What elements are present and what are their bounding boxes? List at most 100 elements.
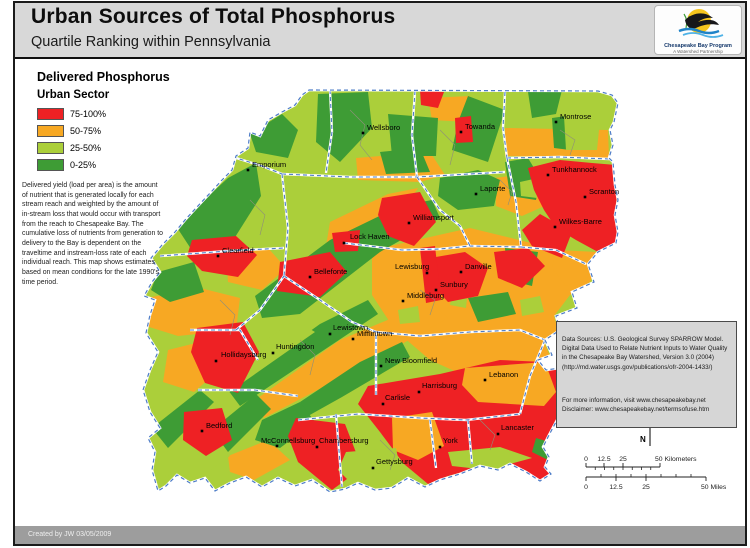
map-region-patch [520,296,544,316]
city-marker [401,299,405,303]
county-boundary-line [281,171,506,178]
map-region-patch [494,248,545,288]
map-region-patch [252,302,448,418]
scalebar-label: 12.5 [597,456,610,463]
wave-icon [678,27,720,35]
map-region-patch [420,90,444,108]
city-label: Wilkes-Barre [559,217,602,226]
city-label: Williamsport [413,213,455,222]
city-marker [474,192,478,196]
watershed-outline [142,89,619,493]
stream-line [479,419,496,451]
county-boundary-line [502,91,508,159]
city-label: Lewistown [333,323,368,332]
map-region-patch [300,342,410,416]
map-region-patch [176,163,261,252]
map-region-patch [151,262,204,302]
city-marker [407,221,411,225]
page-title: Urban Sources of Total Phosphorus [31,5,396,28]
city-marker [342,241,346,245]
county-boundary-line [190,329,259,361]
legend-swatch-q3 [37,124,64,137]
city-marker [583,195,587,199]
city-label: Tunkhannock [552,165,597,174]
map-region-patch [187,236,257,277]
city-marker [200,429,204,433]
city-marker [315,445,319,449]
county-boundary-line [232,156,283,175]
map-region-patch [452,96,505,162]
city-label: Mifflintown [357,329,392,338]
county-boundary-line [467,419,473,465]
map-region-patch [528,160,618,252]
city-label: Bedford [206,421,232,430]
map-region-patch [332,230,360,252]
legend-swatch-q2 [37,141,64,154]
county-boundary-line [506,156,610,160]
logo-art-icon [678,9,724,38]
city-label: Hollidaysburg [221,350,266,359]
stream-line [439,129,456,166]
legend-label: 75-100% [70,108,107,119]
scalebar-label: 25 [642,484,650,491]
map-region-patch [277,252,347,297]
city-label: Danville [465,262,492,271]
city-marker [351,337,355,341]
county-boundary-line [335,413,343,488]
wave2-icon [682,32,724,38]
city-marker [459,270,463,274]
city-label: Lewisburg [395,262,429,271]
page-subtitle: Quartile Ranking within Pennsylvania [31,34,271,50]
legend-row: 0-25% [37,156,170,173]
city-marker [379,364,383,368]
spacer [562,381,731,387]
county-boundary-line [198,389,299,397]
scalebar-label: 12.5 [609,484,622,491]
city-label: York [443,436,458,445]
scalebar-label: 50 Kilometers [655,456,697,463]
city-label: Lancaster [501,423,534,432]
map-region-patch [448,447,532,470]
city-marker [246,168,250,172]
city-label: Chambersburg [319,436,369,445]
map-region-patch [438,170,500,210]
city-marker [214,359,218,363]
county-boundary-line [416,176,471,247]
map-region-patch [398,306,420,324]
city-marker [308,275,312,279]
city-label: Harrisburg [422,381,457,390]
legend-label: 0-25% [70,159,97,170]
stream-line [559,129,576,156]
map-region-patch [228,300,378,406]
county-boundary-line [235,275,285,331]
data-sources-text: Data Sources: U.S. Geological Survey SPA… [562,336,728,371]
county-boundary-line [429,419,437,469]
city-label: Montrose [560,112,591,121]
county-boundary-line [375,329,546,341]
more-info-text: For more information, visit www.chesapea… [562,396,710,413]
city-marker [361,131,365,135]
stream-line [349,109,373,161]
city-label: Scranton [589,187,619,196]
scalebar-label: 0 [584,484,588,491]
legend-subtitle: Urban Sector [37,89,110,101]
footer-bar: Created by JW 03/05/2009 [15,526,745,544]
legend-title: Delivered Phosphorus [37,70,170,84]
city-label: Emporium [252,160,286,169]
city-marker [275,444,279,448]
map-region-patch [191,322,259,393]
city-label: Middleburg [407,291,444,300]
city-marker [546,173,550,177]
city-label: Huntingdon [276,342,314,351]
legend-row: 25-50% [37,139,170,156]
city-marker [483,378,487,382]
city-label: McConnellsburg [261,436,315,445]
stream-line [249,199,266,236]
city-marker [438,445,442,449]
legend-swatch-q1 [37,158,64,171]
city-label: Carlisle [385,393,410,402]
county-boundary-line [343,242,522,251]
data-sources-box: Data Sources: U.S. Geological Survey SPA… [556,321,737,429]
map-region-patch [455,116,473,143]
